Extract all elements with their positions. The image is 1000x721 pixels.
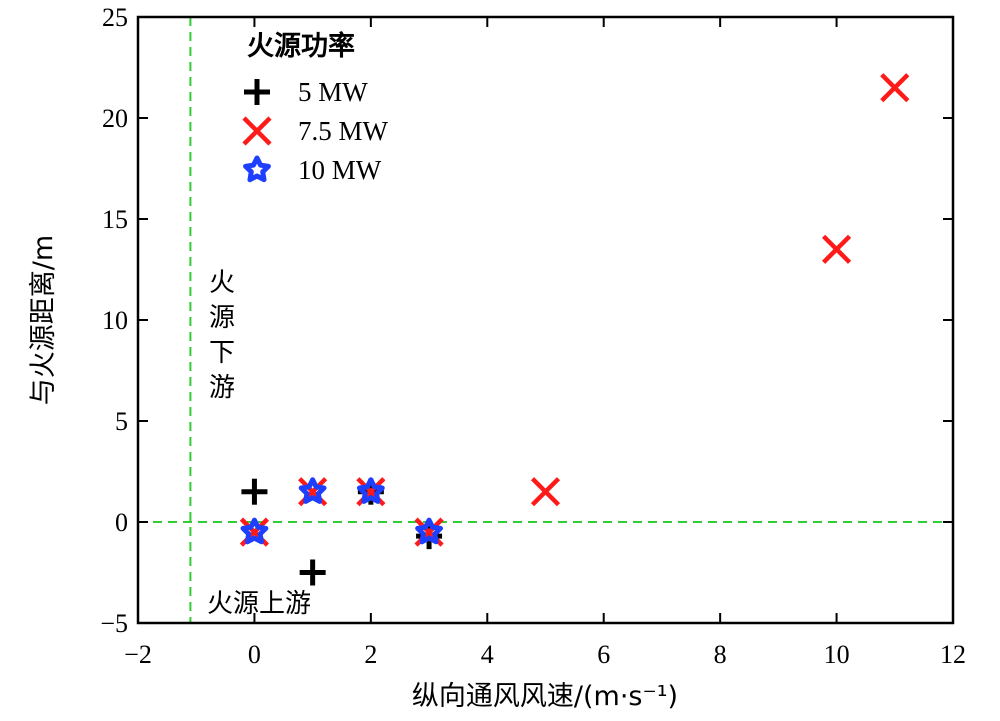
star-shape xyxy=(240,517,269,545)
x-tick-label: 12 xyxy=(940,640,966,669)
x-tick-label: −2 xyxy=(124,640,152,669)
x-axis-title: 纵向通风风速/(m·s⁻¹) xyxy=(412,681,678,712)
axis-ticks xyxy=(137,16,954,624)
data-point-star-0 xyxy=(240,517,269,545)
annotation-char: 下 xyxy=(209,338,235,368)
x-stroke-2 xyxy=(821,234,852,264)
y-tick-label: 25 xyxy=(102,3,128,32)
x-stroke-2 xyxy=(530,477,561,507)
legend-marker-plus xyxy=(244,79,270,105)
x-tick-label: 6 xyxy=(597,640,610,669)
y-tick-label: 15 xyxy=(102,205,128,234)
legend-label: 7.5 MW xyxy=(298,116,389,146)
data-point-star-1 xyxy=(298,477,327,504)
data-point-x-6 xyxy=(880,73,910,103)
x-stroke-2 xyxy=(880,73,910,103)
legend-items: 5 MW 7.5 MW 10 MW xyxy=(242,77,389,185)
data-markers xyxy=(239,73,910,586)
data-point-x-4 xyxy=(530,477,561,507)
star-shape xyxy=(415,517,443,545)
star-shape xyxy=(356,477,385,504)
y-axis-title: 与火源距离/m xyxy=(28,235,59,405)
x-tick-label: 10 xyxy=(824,640,850,669)
data-point-x-5 xyxy=(821,234,852,264)
x-tick-label: 2 xyxy=(364,640,377,669)
data-point-plus-1 xyxy=(299,559,326,586)
y-tick-label: 20 xyxy=(102,104,128,133)
data-point-plus-0 xyxy=(241,478,268,505)
star-shape xyxy=(298,477,327,504)
legend-label: 5 MW xyxy=(298,77,368,107)
x-stroke-2 xyxy=(242,116,272,146)
y-tick-label: −5 xyxy=(100,609,128,638)
reference-lines xyxy=(138,17,953,623)
y-tick-label: 5 xyxy=(115,407,128,436)
tick-labels: −2 0 2 4 6 8 10 12 −5 0 5 10 15 20 25 xyxy=(100,3,966,669)
data-point-star-3 xyxy=(415,517,443,545)
x-tick-label: 0 xyxy=(248,640,261,669)
annotation-char: 源 xyxy=(209,303,235,333)
legend-title: 火源功率 xyxy=(247,30,355,62)
annotation-char: 火 xyxy=(209,268,235,298)
legend-label: 10 MW xyxy=(298,155,382,185)
x-tick-label: 4 xyxy=(481,640,494,669)
star-shape xyxy=(243,155,271,183)
annotation-char: 游 xyxy=(209,373,235,403)
y-tick-label: 0 xyxy=(115,508,128,537)
data-point-star-2 xyxy=(356,477,385,504)
legend: 火源功率 5 MW 7.5 MW 10 MW xyxy=(242,30,389,185)
annotation-upstream: 火源上游 xyxy=(207,589,311,619)
legend-marker-star xyxy=(243,155,271,183)
y-tick-label: 10 xyxy=(102,306,128,335)
x-tick-label: 8 xyxy=(714,640,727,669)
legend-marker-x xyxy=(242,116,272,146)
